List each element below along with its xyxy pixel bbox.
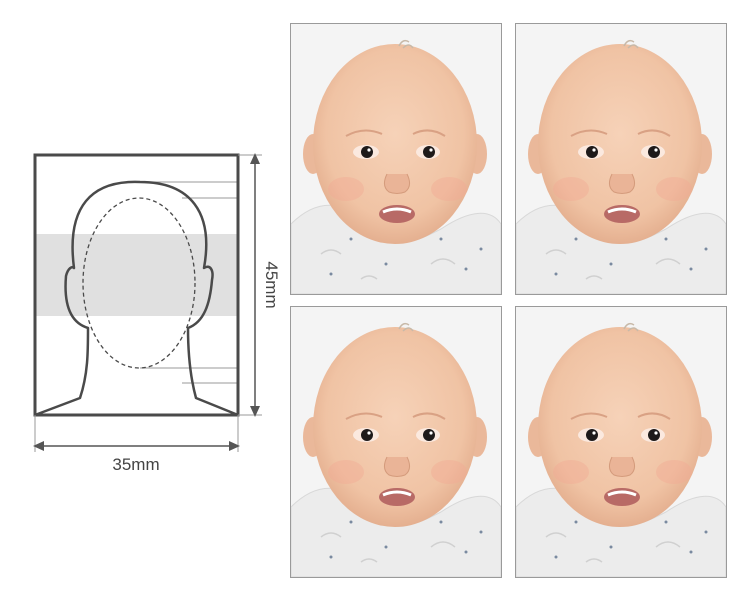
baby-portrait <box>291 307 501 577</box>
baby-portrait <box>291 24 501 294</box>
passport-photo-diagram: 35mm 45mm <box>33 153 281 474</box>
baby-photo <box>515 23 727 295</box>
baby-portrait <box>516 307 726 577</box>
photo-frame <box>33 153 240 417</box>
baby-photo <box>515 306 727 578</box>
baby-portrait <box>516 24 726 294</box>
baby-photo <box>290 306 502 578</box>
height-dimension-arrow <box>250 153 260 417</box>
width-label: 35mm <box>112 455 159 474</box>
face-zone-band <box>35 234 238 316</box>
baby-photo <box>290 23 502 295</box>
head-outline <box>34 180 239 417</box>
height-label: 45mm <box>262 261 281 308</box>
face-oval <box>82 197 196 369</box>
width-dimension-arrow <box>33 441 240 451</box>
